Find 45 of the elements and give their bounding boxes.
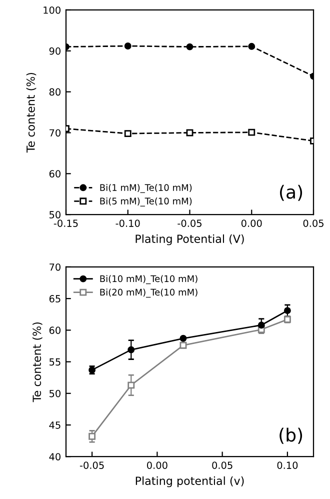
y-tick-label: 90 [49, 47, 60, 55]
legend-label: Bi(10 mM)_Te(10 mM) [100, 275, 198, 284]
annotation: (a) [280, 184, 302, 201]
y-tick-label: 70 [50, 129, 60, 137]
y-tick-label: 40 [49, 453, 60, 460]
y-tick-label: 65 [49, 295, 60, 302]
y-tick-label: 70 [50, 263, 60, 271]
point [128, 382, 135, 389]
point [186, 43, 194, 50]
x-tick-label: 0.05 [303, 220, 324, 227]
y-tick-label: 50 [50, 390, 60, 398]
x-tick-label: -0.05 [80, 462, 104, 469]
x-tick-label: 0.10 [277, 462, 298, 469]
point [124, 42, 132, 50]
point [88, 432, 96, 440]
y-tick-label: 55 [50, 358, 60, 366]
y-tick-label: 80 [49, 88, 60, 96]
point [258, 322, 265, 329]
y-tick-label: 45 [49, 422, 60, 429]
y-tick-label: 50 [50, 211, 60, 218]
point [124, 130, 132, 138]
y-tick-label: 60 [49, 170, 60, 178]
point [284, 307, 291, 314]
y-tick-label: 100 [44, 6, 60, 14]
point [248, 128, 256, 136]
x-axis-title: Plating Potential (V) [136, 234, 244, 246]
x-tick-label: -0.15 [54, 220, 78, 227]
annotation: (b) [280, 428, 302, 444]
x-tick-label: 0.00 [241, 220, 262, 227]
point [128, 346, 135, 354]
point [180, 342, 187, 349]
x-tick-label: -0.05 [178, 220, 202, 227]
legend-label: Bi(1 mM)_Te(10 mM) [100, 184, 192, 193]
y-tick-label: 60 [49, 326, 60, 334]
legend-label: Bi(20 mM)_Te(10 mM) [100, 288, 198, 298]
x-tick-label: 0.05 [212, 462, 232, 469]
point [180, 334, 187, 342]
x-tick-label: -0.10 [116, 220, 140, 227]
point [186, 129, 194, 136]
point [248, 42, 256, 50]
x-tick-label: 0.00 [147, 462, 168, 469]
x-axis-title: Plating potential (v) [136, 476, 244, 488]
legend-label: Bi(5 mM)_Te(10 mM) [100, 197, 192, 206]
y-axis-title: Te content (%) [26, 72, 36, 153]
y-axis-title: Te content (%) [32, 322, 42, 402]
